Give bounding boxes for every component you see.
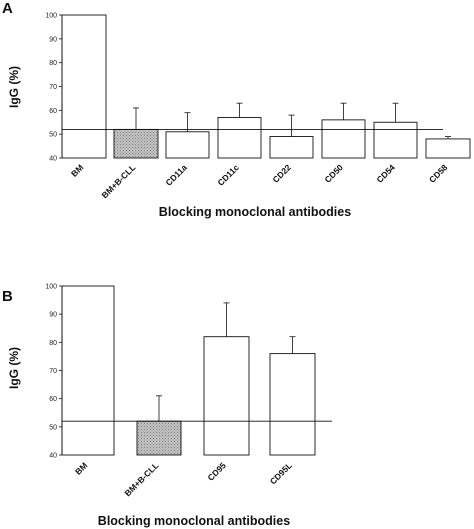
panel-b: B 40 50 60 70 80 90 100 BM BM+B-CLL CD95 CD95L Ig… (2, 284, 332, 528)
category-label: BM (73, 460, 89, 476)
bar-cd95l (269, 353, 316, 456)
panel-a-bars (61, 14, 471, 159)
bar-cd11a (165, 131, 210, 159)
y-tick-label: 80 (49, 340, 57, 347)
bar-cd54 (373, 121, 418, 159)
bar-cd58 (425, 138, 471, 159)
y-tick-label: 50 (49, 132, 57, 139)
bar-cd11c (217, 117, 262, 159)
y-tick-label: 60 (49, 108, 57, 115)
panel-a-category-labels: BM BM+B-CLL CD11a CD11c CD22 CD50 CD54 CD58 (69, 162, 450, 200)
panel-b-letter: B (2, 288, 13, 305)
y-tick-label: 60 (49, 396, 57, 403)
bar-bm-b-cll (113, 128, 159, 159)
panel-b-category-labels: BM BM+B-CLL CD95 CD95L (73, 460, 294, 498)
bar-cd22 (269, 136, 314, 159)
bar-cd50 (321, 119, 366, 159)
category-label: CD58 (427, 162, 450, 185)
category-label: BM+B-CLL (122, 460, 160, 498)
y-tick-label: 70 (49, 368, 57, 375)
panel-a: A 40 50 60 70 80 90 100 BM BM+B-CLL CD11a CD11c CD… (2, 0, 471, 219)
category-label: CD11c (215, 162, 241, 188)
bar-bm-b-cll (136, 420, 182, 456)
category-label: CD95 (205, 460, 228, 483)
panel-a-error-bars (133, 102, 451, 139)
panel-b-y-ticks: 40 50 60 70 80 90 100 (45, 284, 62, 460)
bar-cd95 (203, 336, 250, 456)
y-tick-label: 90 (49, 312, 57, 319)
y-tick-label: 100 (45, 13, 57, 20)
bar-bm (61, 14, 107, 159)
category-label: BM (69, 162, 85, 178)
panel-a-x-axis-label: Blocking monoclonal antibodies (159, 205, 351, 219)
y-tick-label: 90 (49, 36, 57, 43)
category-label: CD50 (322, 162, 345, 185)
bar-bm (61, 285, 115, 456)
panel-b-y-axis-label: IgG (%) (7, 347, 21, 389)
category-label: BM+B-CLL (99, 162, 137, 200)
y-tick-label: 40 (49, 156, 57, 163)
category-label: CD22 (270, 162, 293, 185)
panel-a-letter: A (2, 0, 13, 17)
category-label: CD11a (163, 162, 189, 188)
y-tick-label: 100 (45, 284, 57, 291)
y-tick-label: 50 (49, 424, 57, 431)
panel-b-error-bars (156, 302, 296, 422)
y-tick-label: 80 (49, 60, 57, 67)
panel-a-y-ticks: 40 50 60 70 80 90 100 (45, 13, 62, 163)
panel-a-y-axis-label: IgG (%) (7, 66, 21, 108)
category-label: CD54 (374, 162, 397, 185)
category-label: CD95L (268, 460, 294, 486)
y-tick-label: 70 (49, 84, 57, 91)
panel-b-x-axis-label: Blocking monoclonal antibodies (98, 514, 290, 528)
y-tick-label: 40 (49, 453, 57, 460)
panel-b-bars (61, 285, 316, 456)
